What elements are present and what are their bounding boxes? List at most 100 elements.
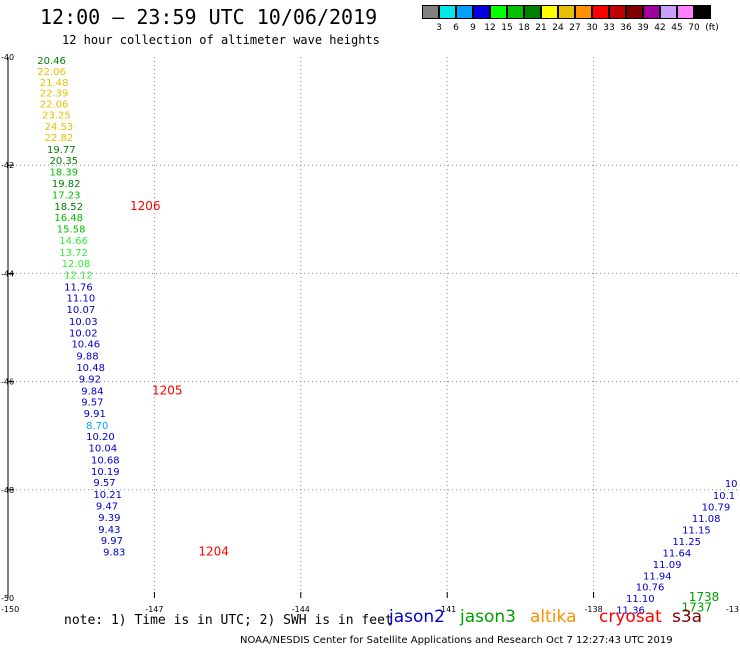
lon-corner-label: -150 (1, 605, 19, 614)
swh-value: 10 (725, 479, 738, 490)
satellite-cryosat: cryosat (599, 607, 662, 627)
legend-swatch (592, 5, 609, 19)
legend-swatch (575, 5, 592, 19)
lon-tick-label: -138 (585, 605, 603, 614)
swh-value: 11.10 (626, 594, 655, 605)
legend-swatch (626, 5, 643, 19)
swh-value: 10.21 (93, 490, 122, 501)
swh-value: 9.47 (96, 501, 118, 512)
lat-tick-label: -44 (1, 269, 14, 278)
pass-time-label: 1738 (689, 590, 720, 604)
swh-value: 9.92 (79, 374, 101, 385)
swh-value: 17.23 (52, 190, 81, 201)
swh-value: 10.19 (91, 467, 120, 478)
swh-value: 19.82 (52, 179, 81, 190)
swh-value: 11.09 (653, 560, 682, 571)
satellite-jason2: jason2 (389, 607, 445, 627)
swh-value: 24.53 (45, 122, 74, 133)
swh-value: 11.94 (643, 571, 672, 582)
legend-label: 30 (586, 23, 598, 33)
satellite-s3a: s3a (672, 607, 703, 627)
swh-value: 9.57 (81, 398, 103, 409)
legend-label: 21 (535, 23, 547, 33)
swh-value: 9.39 (98, 513, 120, 524)
legend-label: 12 (484, 23, 496, 33)
swh-value: 10.46 (71, 340, 100, 351)
legend-label: 45 (671, 23, 683, 33)
swh-value: 14.66 (59, 236, 88, 247)
swh-value: 9.91 (84, 409, 106, 420)
swh-value: 20.46 (37, 56, 66, 67)
swh-value: 11.64 (663, 549, 692, 560)
legend-swatch (609, 5, 626, 19)
legend-label: 33 (603, 23, 615, 33)
legend-label: 27 (569, 23, 581, 33)
swh-value: 9.88 (76, 352, 98, 363)
legend-label: 70 (688, 23, 700, 33)
lat-tick-label: -42 (1, 161, 14, 170)
swh-value: 22.82 (45, 133, 74, 144)
legend-swatch (507, 5, 524, 19)
credit-line: NOAA/NESDIS Center for Satellite Applica… (240, 635, 673, 646)
swh-value: 9.83 (103, 547, 125, 558)
legend-label: 42 (654, 23, 666, 33)
swh-value: 11.25 (672, 537, 701, 548)
swh-value: 11.76 (64, 282, 93, 293)
legend-label: 39 (637, 23, 649, 33)
swh-value: 15.58 (57, 224, 86, 235)
swh-value: 19.77 (47, 145, 76, 156)
swh-value: 10.02 (69, 328, 98, 339)
legend-swatch (490, 5, 507, 19)
swh-value: 9.97 (101, 536, 123, 547)
legend-swatch (473, 5, 490, 19)
swh-value: 9.57 (93, 478, 115, 489)
swh-value: 18.39 (49, 168, 78, 179)
swh-value: 12.12 (64, 270, 93, 281)
pass-time-label: 1206 (130, 199, 161, 213)
legend-unit: (ft) (705, 23, 719, 33)
legend-label: 24 (552, 23, 564, 33)
swh-value: 22.39 (40, 89, 69, 100)
satellite-altika: altika (530, 607, 577, 627)
page-title: 12:00 — 23:59 UTC 10/06/2019 (40, 5, 378, 29)
lon-tick-label: -141 (438, 605, 456, 614)
legend-label: 3 (436, 23, 442, 33)
footnote: note: 1) Time is in UTC; 2) SWH is in fe… (64, 613, 393, 628)
pass-time-label: 1204 (198, 544, 229, 558)
swh-value: 10.48 (76, 363, 105, 374)
swh-value: 10.07 (67, 305, 96, 316)
legend-swatch (422, 5, 439, 19)
legend-label: 15 (501, 23, 513, 33)
swh-value: 10.76 (636, 583, 665, 594)
swh-value: 9.84 (81, 386, 103, 397)
page-subtitle: 12 hour collection of altimeter wave hei… (62, 33, 380, 47)
lat-corner-label: -50 (1, 594, 14, 603)
swh-value: 22.06 (40, 100, 69, 111)
lon-corner-label: -13 (726, 605, 739, 614)
lat-corner-label: -40 (1, 53, 14, 62)
swh-value: 11.10 (67, 294, 96, 305)
swh-value: 10.79 (702, 503, 731, 514)
legend-swatch (677, 5, 694, 19)
swh-value: 23.25 (42, 110, 71, 121)
legend-label: 18 (518, 23, 530, 33)
legend-swatch (456, 5, 473, 19)
swh-value: 10.20 (86, 432, 115, 443)
swh-value: 18.52 (54, 202, 83, 213)
swh-value: 11.08 (692, 514, 721, 525)
legend-swatch (558, 5, 575, 19)
swh-value: 12.08 (62, 259, 91, 270)
swh-value: 11.36 (616, 605, 645, 616)
pass-time-label: 1205 (152, 383, 183, 397)
swh-value: 20.35 (49, 156, 78, 167)
swh-value: 10.68 (91, 456, 120, 467)
legend-label: 9 (470, 23, 476, 33)
lon-tick-label: -144 (292, 605, 310, 614)
satellite-jason3: jason3 (460, 607, 516, 627)
legend-swatch (524, 5, 541, 19)
legend-swatch (643, 5, 660, 19)
swh-value: 10.1 (713, 491, 735, 502)
swh-value: 9.43 (98, 525, 120, 536)
legend-swatch (660, 5, 677, 19)
